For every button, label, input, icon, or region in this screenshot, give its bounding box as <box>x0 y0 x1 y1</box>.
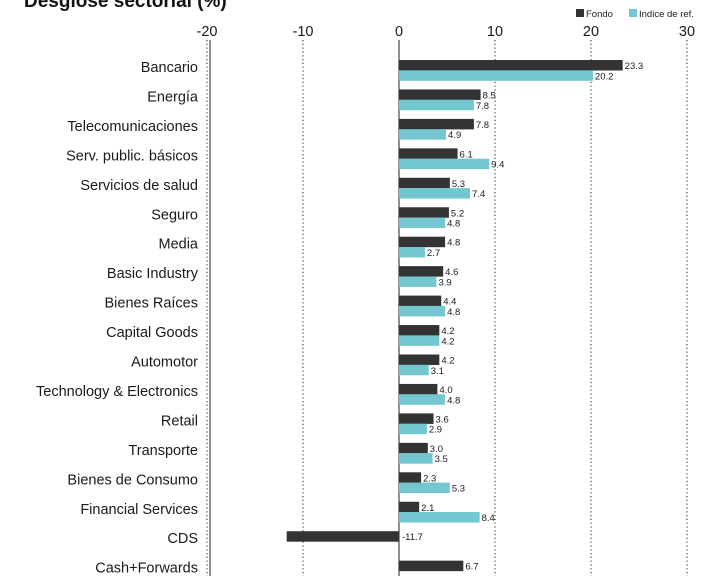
legend-swatch <box>629 9 637 17</box>
value-label-indice: 3.1 <box>431 366 444 377</box>
bar-fondo <box>399 413 434 424</box>
bar-indice <box>399 482 450 494</box>
value-label-fondo: 7.8 <box>476 120 489 131</box>
value-label-fondo: 4.2 <box>441 326 454 337</box>
category-label: Servicios de salud <box>80 178 198 194</box>
value-label-indice: 4.8 <box>447 307 460 318</box>
bar-indice <box>399 394 446 405</box>
value-label-indice: 4.8 <box>447 219 460 230</box>
category-label: Bienes Raíces <box>105 296 199 312</box>
bar-fondo <box>399 207 449 218</box>
bar-fondo <box>399 560 464 572</box>
category-label: CDS <box>167 531 198 547</box>
bar-fondo <box>399 236 446 248</box>
bar-indice <box>399 276 437 287</box>
category-label: Automotor <box>131 355 198 371</box>
value-label-fondo: 2.3 <box>423 473 436 484</box>
bar-indice <box>399 453 433 464</box>
legend-swatch <box>576 9 584 17</box>
bar-indice <box>399 217 446 229</box>
x-tick-label: 30 <box>679 24 695 40</box>
value-label-indice: 3.9 <box>438 277 451 288</box>
bar-indice <box>399 423 427 435</box>
category-label: Bienes de Consumo <box>67 472 198 488</box>
legend-label: Indice de ref. <box>639 9 694 20</box>
category-label: Transporte <box>128 443 198 459</box>
chart-title: Desglose sectorial (%) <box>24 0 227 12</box>
value-label-fondo: 5.2 <box>451 208 464 219</box>
category-label: Serv. public. básicos <box>66 148 198 164</box>
value-label-fondo: 4.6 <box>445 267 458 278</box>
bar-fondo <box>399 295 442 307</box>
value-label-fondo: 4.8 <box>447 238 460 249</box>
value-label-indice: 4.2 <box>441 336 454 347</box>
value-label-indice: 20.2 <box>595 71 614 82</box>
value-label-fondo: 6.1 <box>460 149 473 160</box>
value-label-fondo: 6.7 <box>465 562 478 573</box>
value-label-indice: 7.4 <box>472 189 485 200</box>
category-label: Cash+Forwards <box>95 561 198 576</box>
bar-fondo <box>399 177 450 189</box>
value-label-indice: 4.8 <box>447 395 460 406</box>
value-label-fondo: 5.3 <box>452 179 465 190</box>
category-label: Capital Goods <box>106 325 198 341</box>
value-label-indice: 9.4 <box>491 160 504 171</box>
bar-fondo <box>399 325 440 336</box>
bar-indice <box>399 99 474 111</box>
bar-indice <box>399 305 446 317</box>
value-label-indice: 5.3 <box>452 484 465 495</box>
bar-indice <box>399 247 425 258</box>
value-label-indice: 7.8 <box>476 101 489 112</box>
category-label: Basic Industry <box>107 266 199 282</box>
bar-fondo <box>399 472 422 483</box>
category-label: Bancario <box>141 60 198 76</box>
value-label-fondo: 4.2 <box>441 356 454 367</box>
category-label: Technology & Electronics <box>36 384 198 400</box>
bar-fondo <box>399 60 623 71</box>
value-label-fondo: 2.1 <box>421 503 434 514</box>
x-tick-label: 20 <box>583 24 599 40</box>
bar-fondo <box>399 383 438 395</box>
bar-fondo <box>399 89 481 100</box>
value-label-fondo: 4.4 <box>443 297 456 308</box>
value-label-fondo: 23.3 <box>625 61 644 72</box>
value-label-fondo: 3.0 <box>430 444 443 455</box>
value-label-indice: 4.9 <box>448 130 461 141</box>
bar-fondo <box>399 148 458 159</box>
bar-indice <box>399 158 490 170</box>
x-tick-label: -20 <box>197 24 218 40</box>
x-tick-label: -10 <box>293 24 314 40</box>
category-label: Seguro <box>151 207 198 223</box>
value-label-indice: 3.5 <box>435 454 448 465</box>
bar-fondo <box>399 266 444 277</box>
category-label: Retail <box>161 413 198 429</box>
value-label-fondo: 3.6 <box>436 414 449 425</box>
bar-indice <box>399 70 593 81</box>
legend-label: Fondo <box>586 9 613 20</box>
bar-indice <box>399 335 440 346</box>
bar-fondo <box>399 354 440 365</box>
value-label-fondo: -11.7 <box>402 532 423 543</box>
category-label: Media <box>159 237 199 253</box>
x-tick-label: 10 <box>487 24 503 40</box>
value-label-indice: 2.7 <box>427 248 440 259</box>
category-label: Telecomunicaciones <box>67 119 198 135</box>
bar-indice <box>399 129 447 140</box>
x-tick-label: 0 <box>395 24 403 40</box>
bar-indice <box>399 364 429 376</box>
category-label: Energía <box>147 89 199 105</box>
bar-indice <box>399 512 480 523</box>
bar-fondo <box>399 118 474 130</box>
value-label-indice: 8.4 <box>482 513 495 524</box>
bar-fondo <box>286 531 399 542</box>
category-label: Financial Services <box>80 502 198 518</box>
bar-fondo <box>399 442 428 454</box>
value-label-fondo: 4.0 <box>439 385 452 396</box>
bar-fondo <box>399 501 420 513</box>
bar-indice <box>399 188 471 199</box>
value-label-fondo: 8.5 <box>483 90 496 101</box>
value-label-indice: 2.9 <box>429 425 442 436</box>
